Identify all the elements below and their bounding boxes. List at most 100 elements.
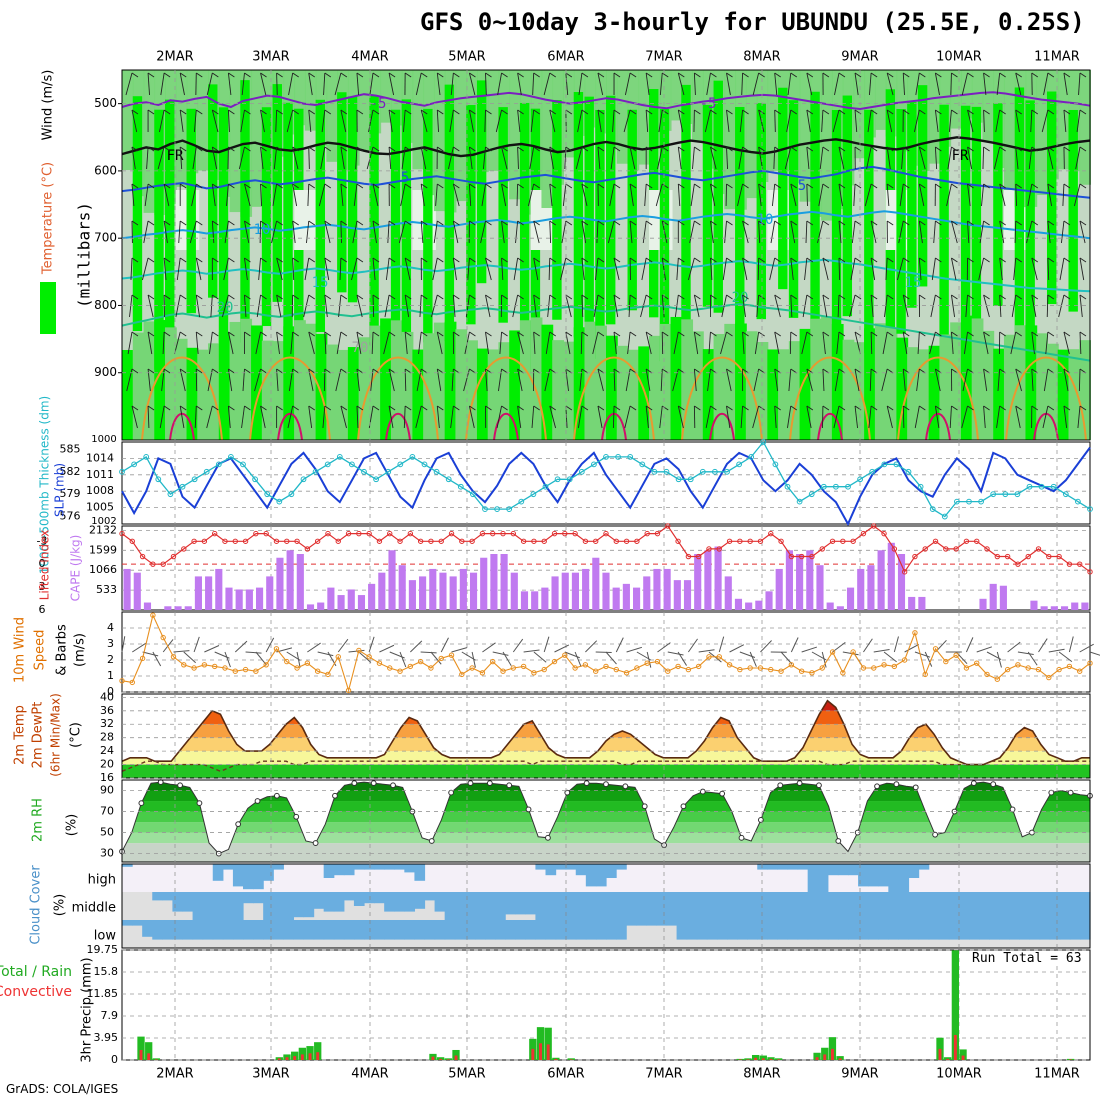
- cloud-cell: [515, 892, 526, 915]
- wind-barb-flag: [1063, 220, 1071, 226]
- wind-barb-flag: [1079, 146, 1087, 152]
- li-point: [623, 538, 630, 544]
- precip-tick-label: 11.85: [87, 987, 119, 1000]
- cloud-cell: [878, 864, 889, 887]
- cloud-cell: [273, 864, 284, 870]
- wind-barb-flag: [163, 72, 171, 78]
- cape-tick-label: 2132: [89, 523, 117, 536]
- wind-barb: [401, 146, 406, 170]
- wind-barb-flag: [822, 220, 830, 226]
- wind-barb-flag: [645, 72, 653, 78]
- wind-barb-flag: [967, 72, 974, 78]
- wind-speed-point: [531, 670, 537, 676]
- wind-barb-flag: [967, 405, 974, 411]
- wind-barb-flag: [694, 294, 701, 300]
- wind-barb-flag: [597, 109, 605, 115]
- wind-speed-point: [284, 658, 290, 665]
- wind-barb: [832, 109, 840, 133]
- wind-speed-point: [644, 660, 650, 666]
- precip-total-bar: [744, 1058, 752, 1060]
- precip-conv-bar: [446, 1059, 450, 1060]
- cloud-cell: [969, 920, 980, 940]
- cloud-cell: [757, 892, 768, 920]
- wind-barb: [450, 72, 454, 96]
- wind-barb-flag: [196, 257, 203, 263]
- wind-barb-flag: [726, 109, 733, 115]
- cloud-cell: [555, 920, 567, 940]
- li-point: [726, 538, 733, 544]
- wind-barb-flag: [935, 109, 942, 115]
- wind-barb-10m: [914, 651, 931, 658]
- wind-barb-flag: [694, 72, 701, 78]
- thickness-point: [784, 483, 791, 490]
- grads-credit: GrADS: COLA/IGES: [6, 1082, 119, 1096]
- wind-barb-flag: [356, 257, 364, 263]
- wind-barb: [420, 183, 425, 207]
- wind-barb-flag: [1079, 294, 1087, 300]
- rh2m-tick-label: 70: [100, 805, 114, 818]
- wind-barb: [821, 109, 824, 133]
- wind-barb: [644, 183, 647, 207]
- cloud-cell: [353, 864, 365, 870]
- cape-bar: [582, 568, 590, 610]
- cloud-cell: [616, 864, 627, 870]
- cape-bar: [266, 576, 274, 610]
- wind-barb-10m: [801, 646, 818, 653]
- wind-barb: [485, 294, 491, 318]
- wind-speed-point: [943, 658, 949, 665]
- rh-band: [401, 331, 414, 440]
- wind-barb: [1031, 331, 1035, 355]
- cloud-cell: [243, 864, 254, 890]
- wind-speed-point: [417, 658, 424, 665]
- rh-band: [928, 70, 941, 164]
- wind-barb: [1028, 146, 1033, 170]
- thickness-point: [143, 454, 150, 460]
- wind-barb-10m: [615, 637, 624, 653]
- cloud-cell: [888, 920, 900, 940]
- rh2m-point: [757, 817, 764, 823]
- thickness-point: [119, 468, 125, 475]
- wind-barb-flag: [565, 220, 573, 226]
- wind-barb-flag: [999, 109, 1006, 115]
- wind-barb: [726, 368, 732, 392]
- wind-barb-flag: [629, 331, 637, 337]
- wind-speed-point: [119, 678, 125, 684]
- wind-speed-point: [881, 662, 887, 668]
- cloud-cell: [626, 892, 637, 920]
- contour-label: FR: [952, 148, 969, 164]
- cloud-cell: [313, 920, 325, 940]
- li-point: [819, 546, 825, 552]
- wind-barb: [403, 109, 406, 133]
- thickness-point: [300, 476, 307, 483]
- wind-barb-flag: [163, 109, 171, 115]
- wind-barb-flag: [212, 294, 219, 300]
- upper-air-frame: [121, 69, 1091, 441]
- wind-barb: [610, 146, 615, 170]
- cloud-cell: [414, 892, 426, 909]
- wind-barb: [983, 109, 985, 133]
- isotherm-hot: [493, 412, 519, 441]
- wind-barb: [997, 368, 1001, 392]
- wind-barb: [157, 146, 165, 170]
- wind-barb: [995, 109, 1001, 133]
- wind-speed-point: [768, 666, 774, 673]
- wind-barb: [902, 294, 909, 318]
- wind-barb-flag: [308, 220, 315, 226]
- rh2m-axis-label: 2m RH: [31, 798, 46, 842]
- precip-conv-bar: [431, 1056, 435, 1060]
- temp-tick-label: 40: [100, 690, 114, 703]
- wind-barb: [1043, 72, 1049, 96]
- wind-barb: [432, 257, 438, 281]
- wind-barb: [308, 146, 310, 170]
- wind-speed-point: [922, 671, 928, 678]
- rh-band: [799, 70, 812, 202]
- li-point: [191, 538, 197, 544]
- thickness-point: [131, 461, 138, 468]
- wind-barb: [677, 109, 684, 133]
- wind-barb-flag: [163, 331, 171, 337]
- wind-barb-flag: [179, 183, 187, 189]
- rh-band-2m: [122, 832, 1090, 844]
- li-point: [1056, 553, 1062, 560]
- wind-barb: [737, 183, 744, 207]
- wind-barb-flag: [388, 72, 396, 78]
